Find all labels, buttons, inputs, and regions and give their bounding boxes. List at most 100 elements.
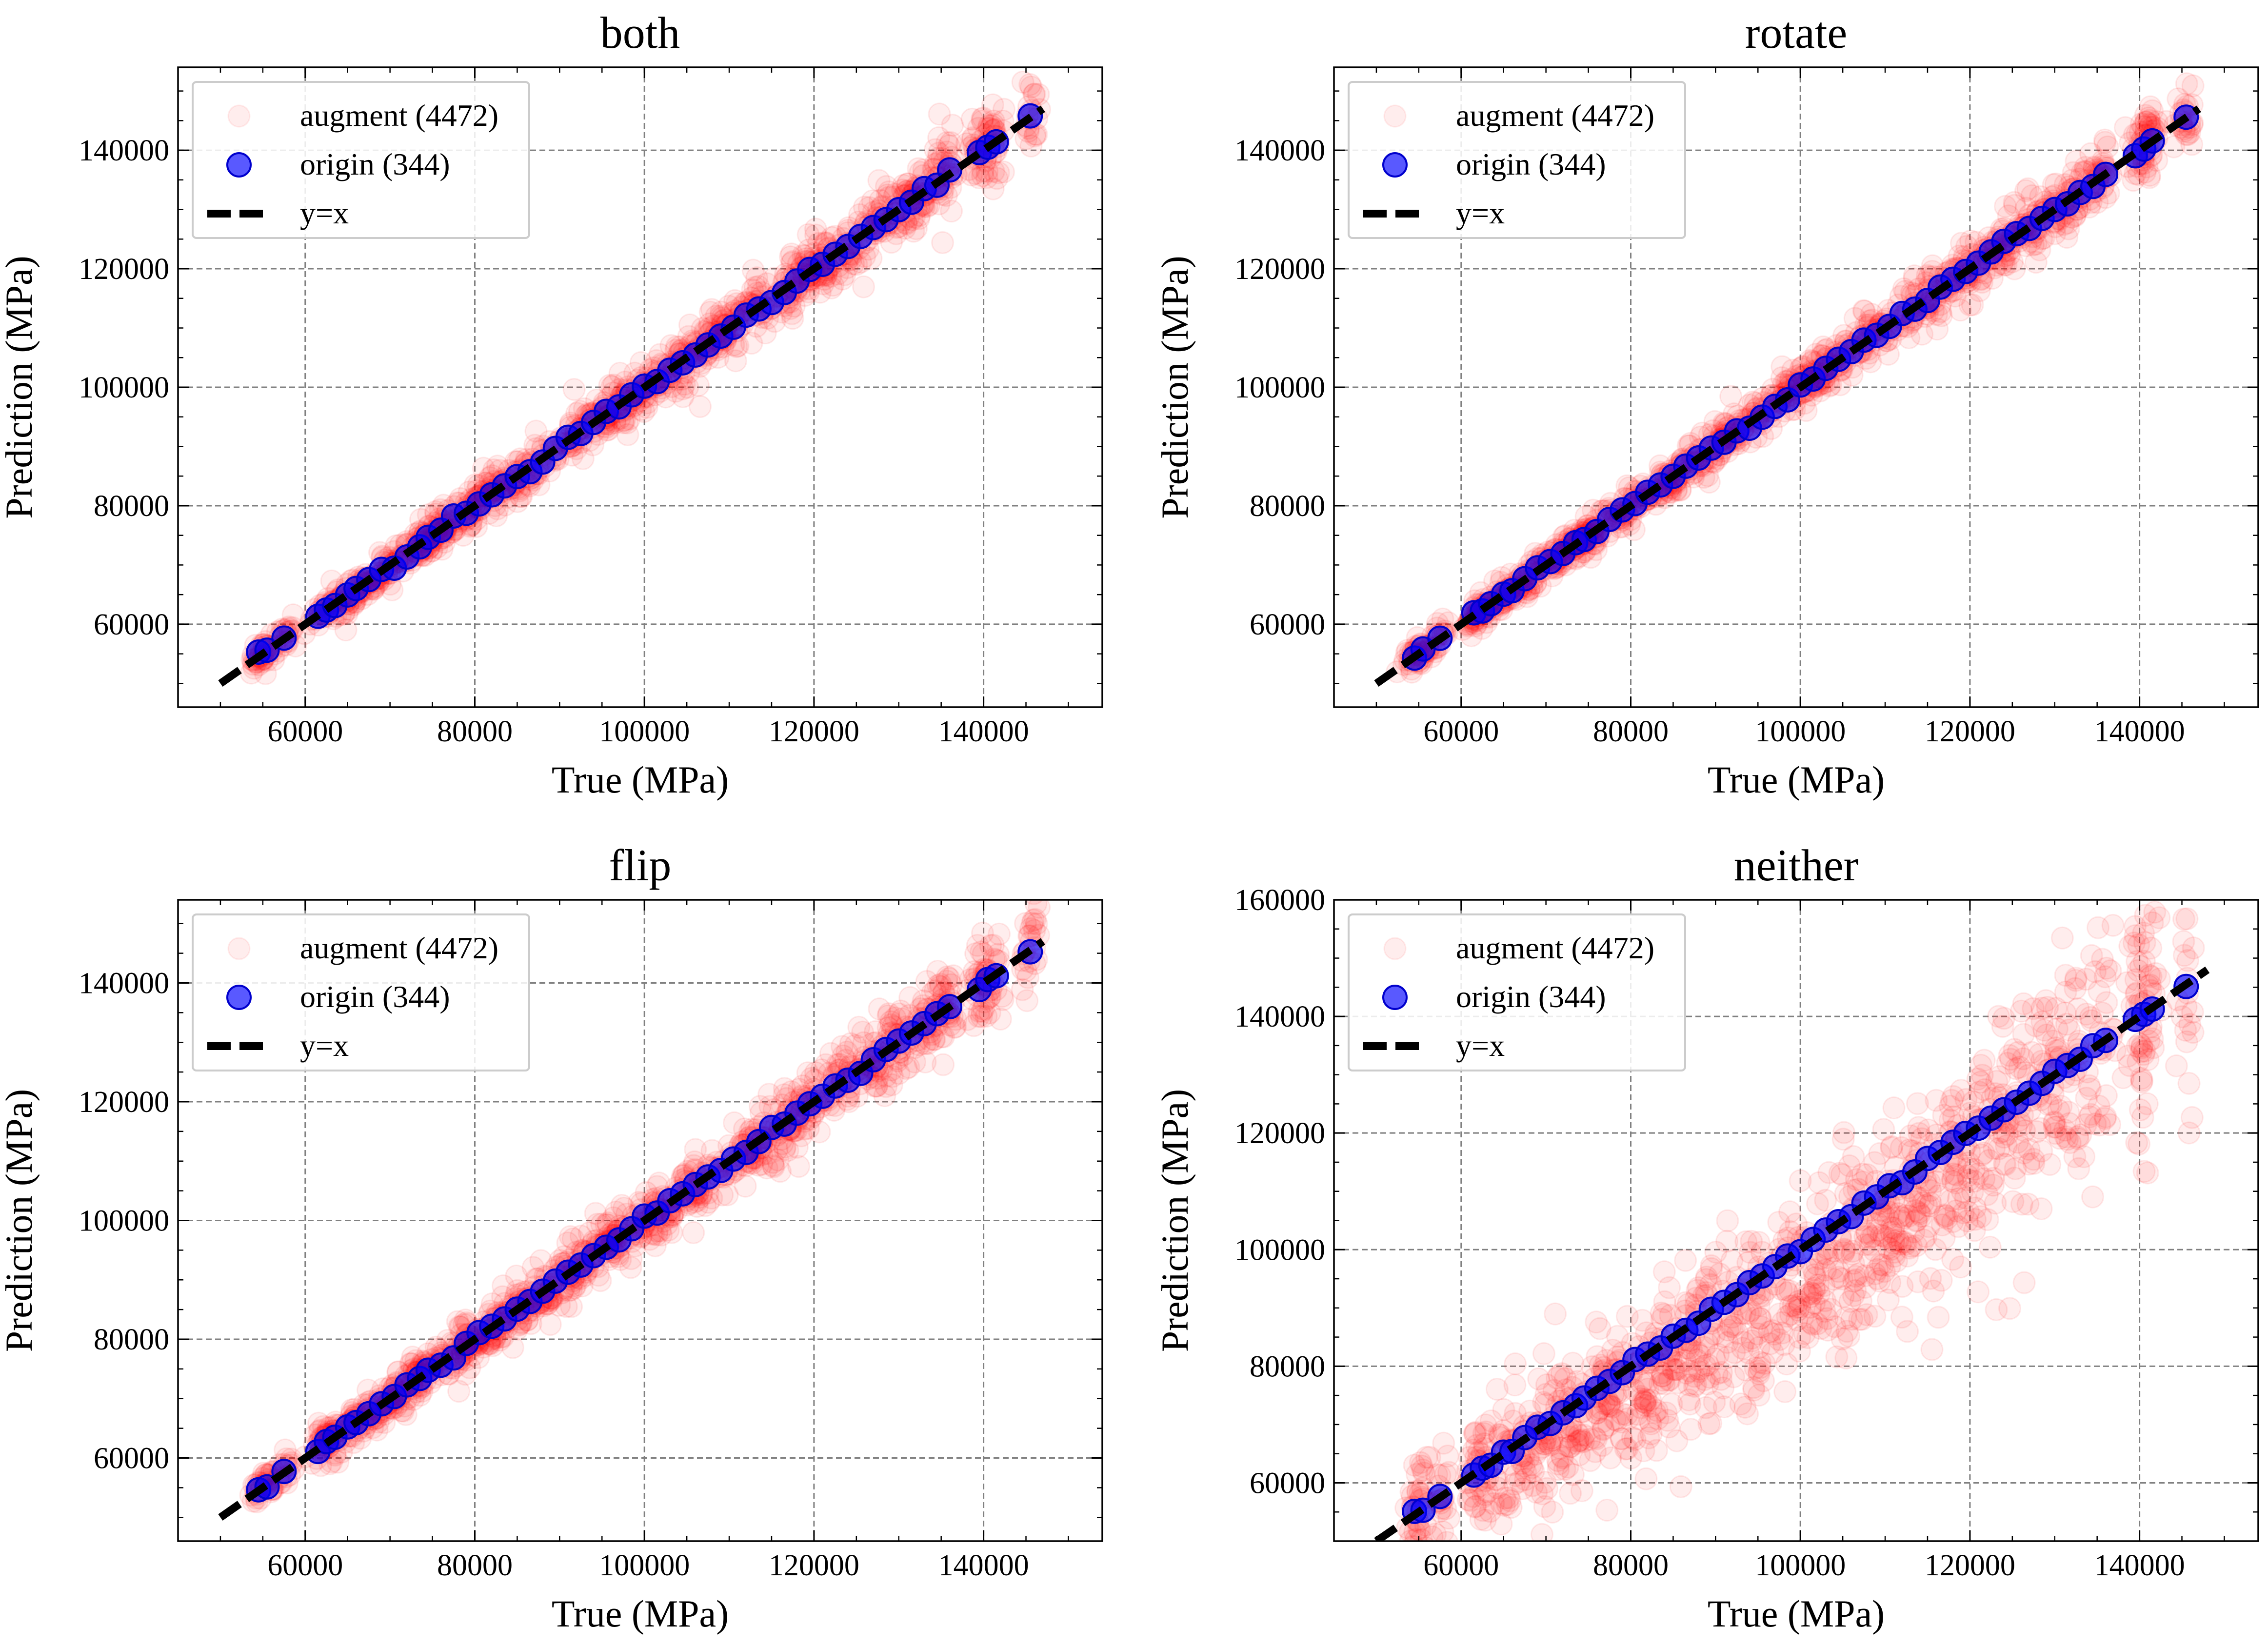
augment-point [555, 1295, 578, 1318]
augment-point [821, 274, 845, 297]
augment-point [676, 376, 699, 399]
augment-point [711, 1183, 734, 1207]
augment-point [1925, 1089, 1948, 1112]
augment-point [1022, 909, 1045, 932]
legend-label: y=x [300, 1028, 349, 1063]
augment-point [2055, 226, 2079, 249]
augment-point [975, 166, 998, 189]
augment-point [932, 1053, 955, 1076]
subplot-title: both [600, 8, 680, 58]
legend-label: y=x [300, 196, 349, 230]
augment-point [1825, 1345, 1849, 1368]
augment-point [1615, 1305, 1639, 1328]
x-tick-label: 60000 [267, 715, 343, 748]
augment-point [556, 1231, 579, 1255]
y-tick-label: 80000 [94, 1323, 169, 1356]
legend: augment (4472)origin (344)y=x [1348, 81, 1686, 239]
x-tick-label: 80000 [437, 1549, 513, 1582]
augment-point [700, 297, 723, 321]
augment-point [2012, 1271, 2036, 1294]
augment-point [1852, 299, 1875, 322]
augment-point [903, 1050, 926, 1073]
augment-point [1558, 1482, 1582, 1505]
augment-point [904, 217, 928, 240]
y-axis-label: Prediction (MPa) [1154, 256, 1196, 518]
augment-point [1987, 1005, 2010, 1028]
augment-point [778, 245, 802, 269]
x-tick-label: 140000 [938, 1549, 1029, 1582]
augment-point [928, 102, 951, 126]
identity-line [1374, 105, 2201, 687]
augment-point [629, 351, 653, 375]
augment-point [2079, 142, 2103, 165]
augment-point [940, 199, 963, 223]
augment-point [1927, 1306, 1950, 1329]
augment-point [1844, 1268, 1868, 1291]
y-tick-label: 80000 [94, 490, 169, 523]
augment-point [1930, 304, 1953, 327]
x-tick-label: 120000 [769, 1549, 859, 1582]
augment-point [2139, 95, 2162, 119]
augment-point [1950, 232, 1973, 255]
augment-point [1906, 1092, 1929, 1115]
augment-point [1961, 293, 1984, 317]
augment-point [1897, 326, 1921, 349]
augment-point [1890, 1275, 1914, 1298]
augment-point [914, 1051, 937, 1074]
augment-point [1403, 1546, 1424, 1567]
augment-point [2057, 217, 2080, 240]
augment-point [1532, 1342, 1555, 1366]
subplot-neither: 60000 80000 100000 120000 140000600008000010… [1154, 840, 2259, 1635]
augment-point [2003, 257, 2026, 280]
augment-point [852, 275, 875, 298]
x-axis-label: True (MPa) [552, 1592, 729, 1635]
y-tick-label: 140000 [79, 967, 169, 1000]
augment-point [1829, 373, 1852, 397]
augment-point [1015, 127, 1038, 151]
y-tick-label: 60000 [94, 608, 169, 641]
augment-point [833, 263, 856, 286]
augment-point [2065, 150, 2088, 173]
augment-point [931, 231, 955, 255]
augment-point [859, 247, 883, 270]
augment-point [2113, 116, 2137, 139]
augment-point [773, 1137, 796, 1161]
augment-point [632, 400, 656, 423]
augment-point [638, 1228, 661, 1251]
augment-point [2172, 944, 2196, 967]
augment-point [2001, 250, 2024, 274]
legend-label: augment (4472) [1456, 98, 1654, 133]
augment-point [960, 107, 984, 131]
augment-point [2096, 135, 2119, 159]
identity-line [218, 105, 1045, 687]
augment-point [2050, 926, 2074, 950]
augment-point [2125, 1131, 2149, 1154]
augment-point [985, 167, 1009, 190]
augment-point [1859, 350, 1882, 374]
augment-point [2008, 1055, 2031, 1079]
y-axis-label: Prediction (MPa) [0, 1089, 40, 1352]
augment-point [1719, 385, 1743, 408]
augment-point [1968, 279, 1991, 302]
augment-point [780, 302, 804, 325]
augment-point [991, 988, 1015, 1011]
x-tick-label: 60000 [1423, 715, 1499, 748]
augment-point [1018, 73, 1042, 96]
augment-point [598, 374, 621, 397]
augment-point [839, 1032, 862, 1055]
augment-point [2087, 916, 2110, 939]
augment-point [472, 456, 495, 480]
augment-point [1832, 1121, 1856, 1144]
augment-point [1622, 518, 1646, 541]
x-tick-label: 60000 [267, 1549, 343, 1582]
augment-point [2057, 1100, 2080, 1124]
augment-point [616, 423, 639, 446]
legend-label: origin (344) [300, 979, 450, 1014]
augment-point [831, 267, 854, 291]
augment-point [757, 1083, 781, 1106]
augment-point [2133, 866, 2155, 887]
augment-point [1016, 966, 1040, 989]
legend-label: origin (344) [300, 147, 450, 181]
augment-point [2180, 133, 2204, 156]
augment-point [2181, 74, 2205, 98]
